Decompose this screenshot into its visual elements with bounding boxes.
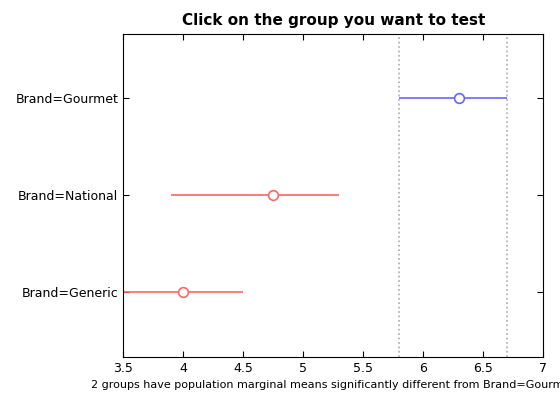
X-axis label: 2 groups have population marginal means significantly different from Brand=Gourm: 2 groups have population marginal means …: [91, 381, 560, 391]
Title: Click on the group you want to test: Click on the group you want to test: [181, 13, 485, 28]
